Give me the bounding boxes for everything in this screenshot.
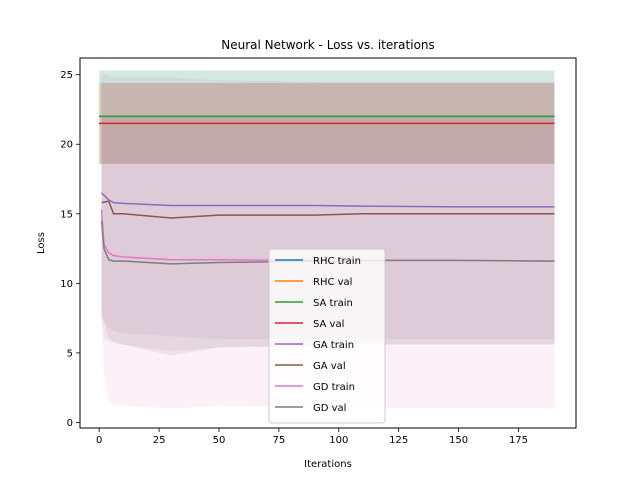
y-axis-label: Loss [36,232,47,254]
legend-label-sa-train: SA train [313,298,353,309]
x-tick-label: 125 [389,435,408,446]
x-tick-label: 0 [96,435,102,446]
band-ga-train [101,74,555,339]
legend-label-gd-val: GD val [313,403,346,414]
x-axis-label: Iterations [304,459,352,470]
legend: RHC train RHC val SA train SA val GA train GA… [268,248,386,424]
y-tick-label: 0 [67,418,73,429]
line-gd-val [100,220,555,265]
legend-label-sa-val: SA val [313,319,344,330]
y-tick-label: 15 [60,209,73,220]
plot-frame [79,57,577,429]
line-ga-train [101,192,555,208]
y-tick-label: 20 [60,140,73,151]
chart-title: Neural Network - Loss vs. iterations [221,38,435,52]
x-tick-label: 150 [449,435,468,446]
legend-label-rhc-val: RHC val [313,277,352,288]
y-tick-label: 25 [60,70,73,81]
series-lines [99,115,555,265]
legend-label-ga-train: GA train [313,340,354,351]
x-tick-label: 75 [273,435,286,446]
y-tick-label: 5 [67,348,73,359]
band-ga-val [101,83,555,356]
legend-label-ga-val: GA val [313,361,346,372]
x-tick-label: 25 [153,435,166,446]
x-tick-label: 100 [329,435,348,446]
legend-label-rhc-train: RHC train [313,256,361,267]
x-axis-ticks: 0 25 50 75 100 125 150 175 [96,428,528,446]
y-tick-label: 10 [60,279,73,290]
band-gd-val [101,117,555,352]
legend-box [268,248,386,424]
y-axis-ticks: 0 5 10 15 20 25 [60,70,80,429]
x-tick-label: 50 [213,435,226,446]
legend-label-gd-train: GD train [313,382,355,393]
line-ga-val [101,200,555,219]
x-tick-label: 175 [509,435,528,446]
